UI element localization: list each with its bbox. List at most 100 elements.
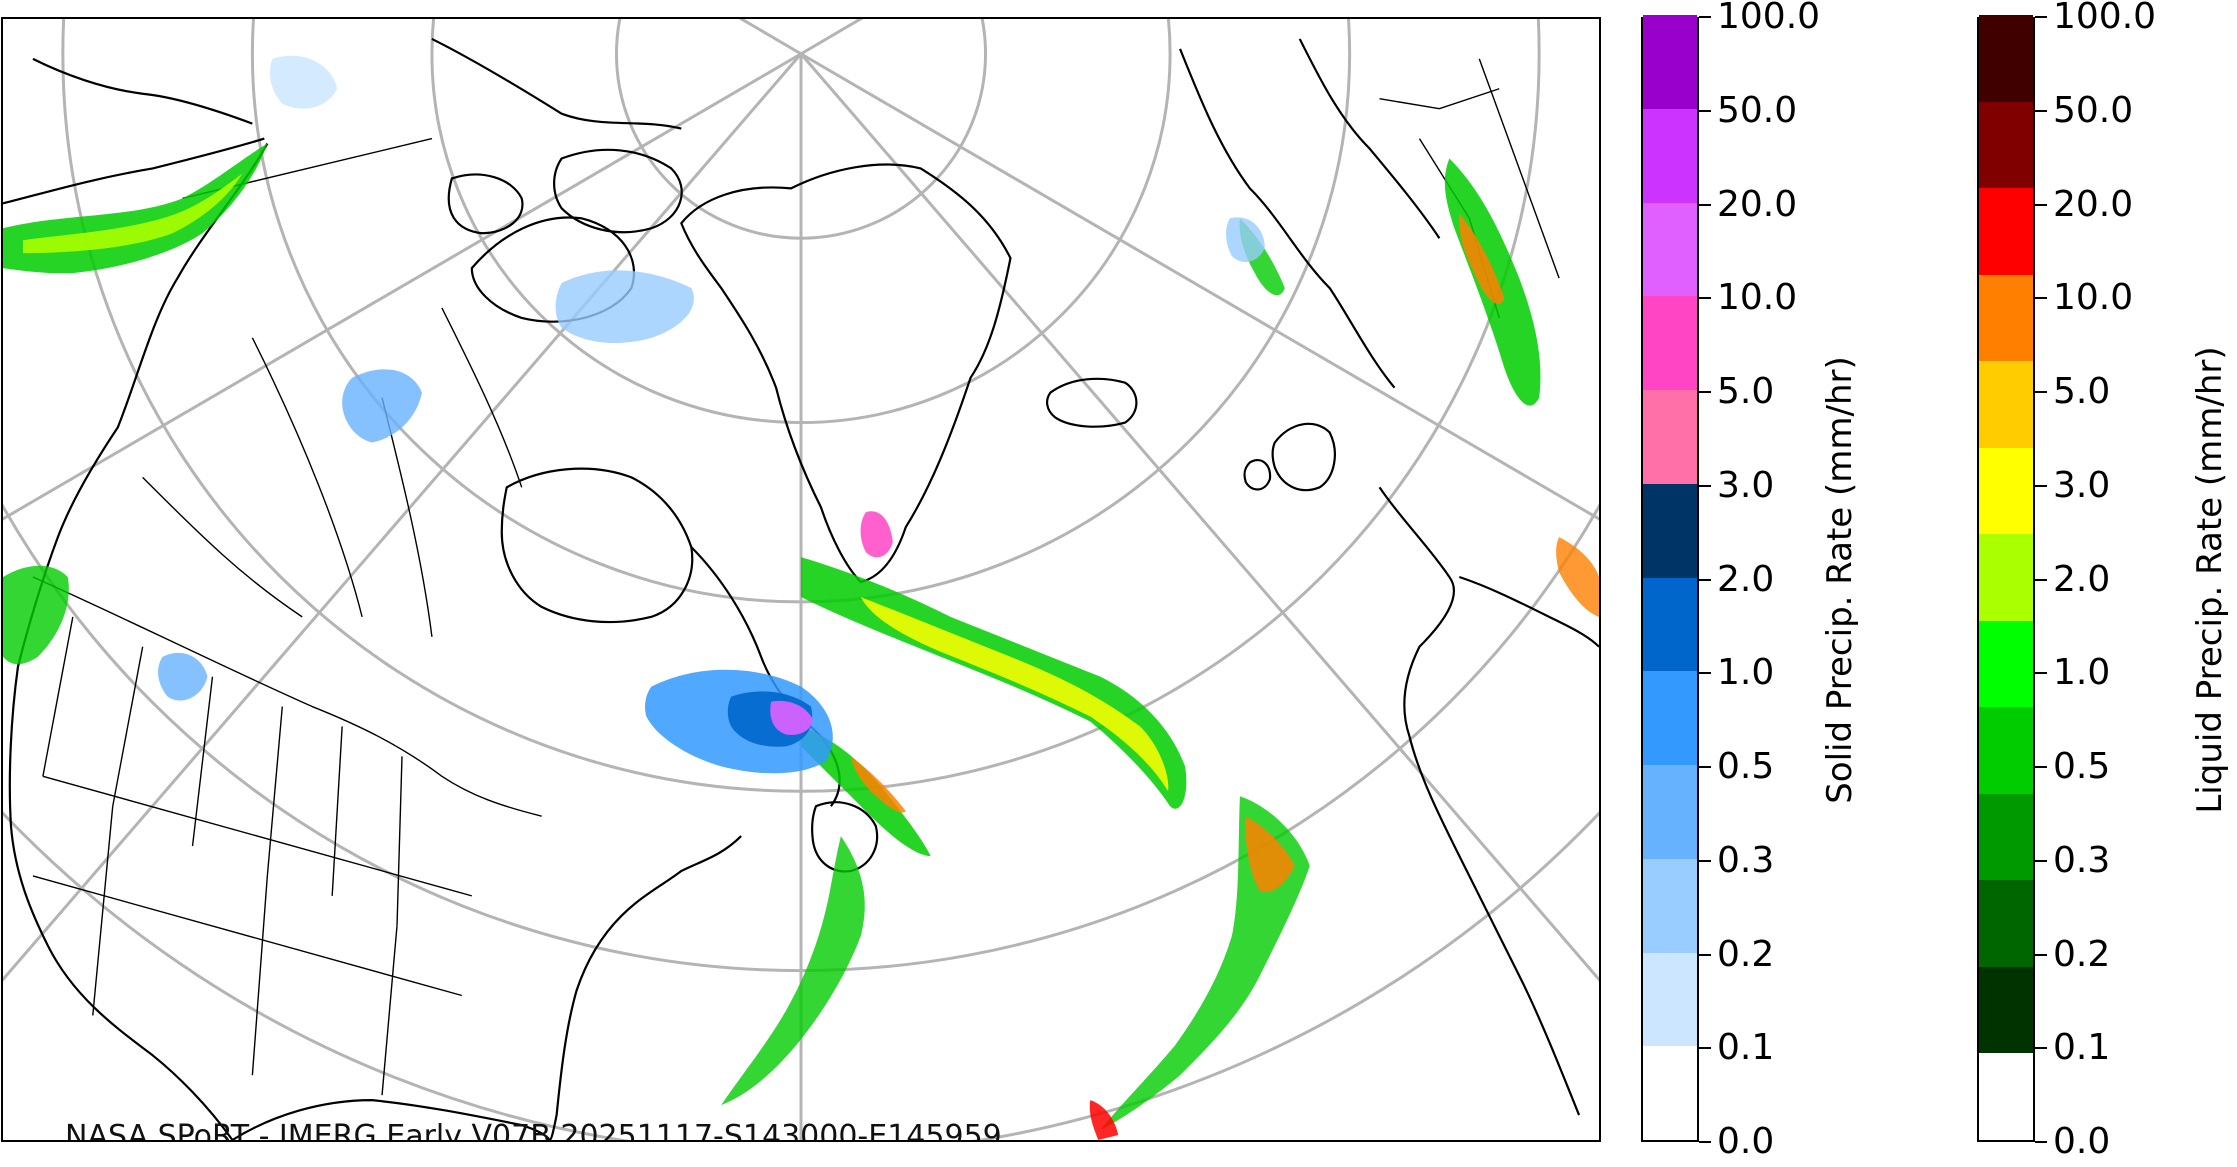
british-isles-coast [1271,422,1336,492]
colorbar-segment [1643,295,1697,390]
colorbar-tick-label: 10.0 [1717,277,1798,319]
colorbar-tick-label: 2.0 [2053,558,2111,600]
colorbar-tick [1699,859,1711,862]
precip-band-east [721,836,865,1106]
scandinavia-coast [1179,48,1396,389]
state-border [251,875,269,1076]
colorbar-segment [1643,483,1697,578]
snow-area-greenland [860,511,893,558]
meridian [3,52,803,982]
colorbar-segment [1979,793,2033,881]
precip-cell-iberia [1556,537,1599,617]
colorbar-segment [1979,966,2033,1054]
colorbar-tick-label: 5.0 [2053,371,2111,412]
state-border [266,706,283,877]
colorbar-tick [2035,859,2047,862]
alaska-coast [3,137,265,205]
colorbar-tick-label: 3.0 [1717,464,1775,506]
colorbar-segment [1643,670,1697,765]
colorbar-segment [1643,858,1697,953]
europe-border [1478,58,1560,279]
colorbar-segment [1643,764,1697,859]
colorbar-tick-label: 20.0 [2053,183,2134,225]
colorbar-segment [1979,101,2033,189]
scandinavia-coast [1298,38,1441,239]
colorbar-tick [2035,578,2047,581]
state-border [331,726,343,896]
iceland-coast [1046,377,1138,428]
province-border [251,337,363,618]
colorbar-tick-label: 0.1 [1717,1027,1775,1069]
colorbar-segment [1979,706,2033,794]
state-border [381,925,398,1096]
colorbar-tick-label: 0.5 [2053,746,2111,787]
graticule [3,19,1599,1140]
colorbar-segment [1979,14,2033,102]
precip-band-quebec [801,726,931,857]
colorbar-segment [1643,577,1697,672]
colorbar-tick [2035,672,2047,675]
europe-coast [1378,486,1581,1116]
data-source-caption: NASA SPoRT - IMERG Early V07B 20251117-S… [65,1119,1002,1142]
colorbar-tick-label: 0.2 [1717,933,1775,975]
alaska-coast [32,57,253,125]
precip-band-ocean-core [1244,816,1295,893]
snow-area-arctic [555,270,694,344]
us-east-coast [549,835,742,1140]
colorbar-segment [1643,14,1697,109]
colorbar-segment [1643,108,1697,203]
gulf-coast [231,1099,551,1140]
colorbar-tick [1699,953,1711,956]
colorbar-segment [1979,620,2033,708]
precip-cell-quebec-core [850,756,906,813]
colorbar-segment [1979,447,2033,535]
colorbar-tick [1699,203,1711,206]
colorbar-tick [2035,953,2047,956]
snow-area-scandinavia [1225,217,1265,262]
arctic-island [447,173,524,235]
colorbar-tick-label: 50.0 [1717,89,1798,131]
colorbar-tick [1699,672,1711,675]
colorbar-tick [1699,1141,1711,1143]
colorbar-tick [1699,1047,1711,1050]
solid-precip-colorbar-title: Solid Precip. Rate (mm/hr) [1820,356,1860,804]
british-isles-coast [1243,459,1272,491]
colorbar-tick [2035,484,2047,487]
province-border [142,476,303,618]
colorbar-segment [1643,389,1697,484]
colorbar-tick [1699,16,1711,18]
colorbar-tick [2035,391,2047,393]
colorbar-tick [1699,391,1711,393]
snow-area-yukon [270,55,338,109]
snow-area-west-canada [342,369,422,443]
colorbar-tick-label: 0.0 [2053,1121,2111,1162]
colorbar-tick [2035,297,2047,300]
precip-band-west-us [3,565,69,665]
europe-border [1379,88,1500,110]
colorbar-tick-label: 0.2 [2053,933,2111,975]
colorbar-segment [1979,360,2033,448]
political-borders [32,58,1560,1096]
solid-precipitation [158,55,1265,774]
solid-precip-colorbar [1641,14,1699,1142]
precipitation-map: NASA SPoRT - IMERG Early V07B 20251117-S… [1,17,1601,1142]
colorbar-tick [1699,766,1711,768]
state-border [42,775,473,897]
canada-us-border [32,576,542,817]
colorbar-tick-label: 5.0 [1717,371,1775,412]
colorbar-tick [2035,203,2047,206]
map-canvas [3,19,1599,1140]
meridian [3,52,802,521]
colorbar-segment [1979,1052,2033,1140]
meridian [800,52,1599,521]
colorbar-tick [2035,766,2047,768]
colorbar-tick-label: 10.0 [2053,277,2134,319]
arctic-island [431,37,682,130]
colorbar-tick-label: 100.0 [1717,0,1821,37]
precip-band-alaska-core [22,173,243,254]
colorbar-tick-label: 50.0 [2053,89,2134,131]
colorbar-tick [2035,1141,2047,1143]
colorbar-tick [2035,109,2047,112]
precip-band-europe-core [1459,213,1505,304]
hudson-bay-coast [500,467,694,624]
